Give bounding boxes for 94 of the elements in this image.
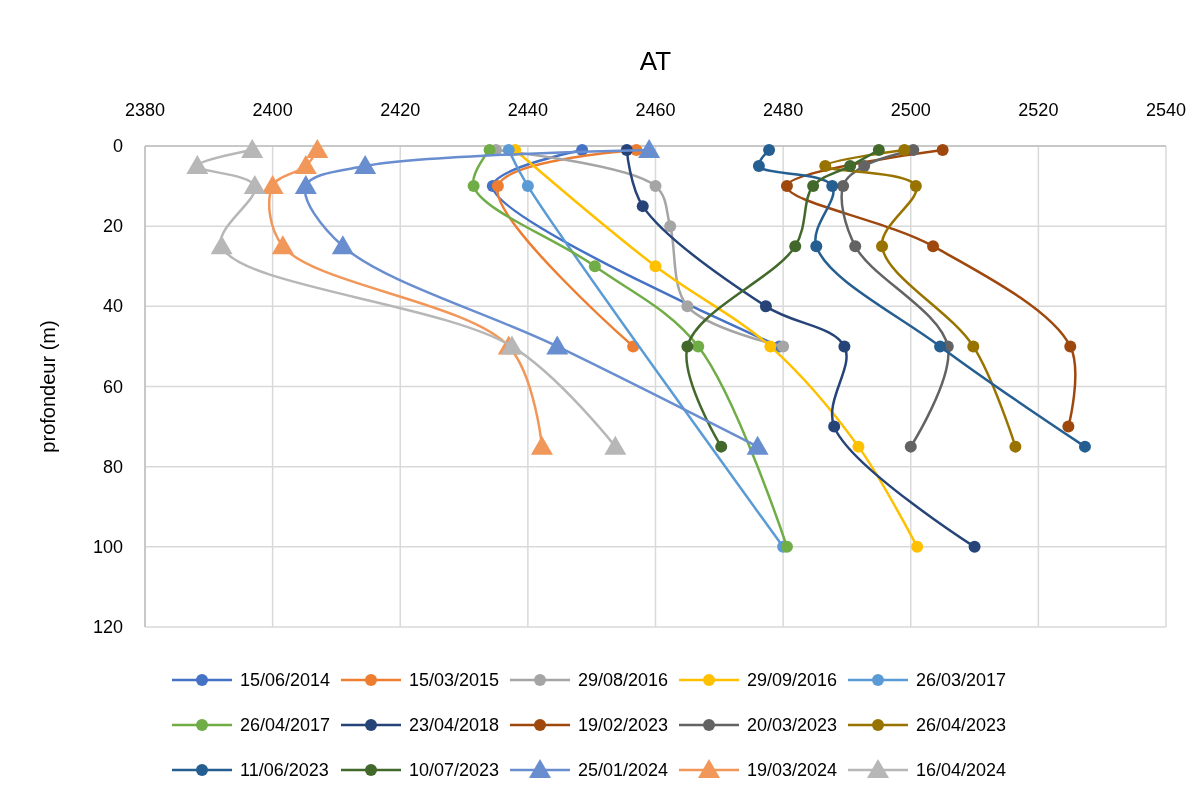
legend-label: 16/04/2024 bbox=[916, 760, 1007, 780]
point bbox=[649, 180, 662, 193]
y-tick-label: 100 bbox=[92, 536, 123, 557]
y-tick-label: 60 bbox=[102, 376, 123, 397]
point bbox=[858, 160, 871, 173]
legend-label: 11/06/2023 bbox=[240, 760, 329, 780]
x-tick-label: 2520 bbox=[1018, 100, 1059, 120]
x-tick-label: 2460 bbox=[635, 100, 676, 120]
point bbox=[759, 300, 772, 313]
point bbox=[604, 435, 627, 455]
legend-label: 15/03/2015 bbox=[409, 670, 500, 690]
legend-label: 19/02/2023 bbox=[578, 715, 669, 735]
point bbox=[849, 240, 862, 253]
legend-label: 15/06/2014 bbox=[240, 670, 331, 690]
point bbox=[746, 435, 769, 455]
x-tick-label: 2540 bbox=[1145, 100, 1187, 120]
point bbox=[904, 440, 917, 453]
point bbox=[649, 260, 662, 273]
y-tick-label: 80 bbox=[102, 456, 123, 477]
point bbox=[331, 235, 354, 255]
point bbox=[777, 340, 790, 353]
point bbox=[636, 200, 649, 213]
point bbox=[210, 235, 233, 255]
point bbox=[934, 340, 947, 353]
chart-title: AT bbox=[639, 46, 672, 76]
x-tick-label: 2400 bbox=[252, 100, 293, 120]
point bbox=[826, 180, 839, 193]
point bbox=[664, 220, 677, 233]
point bbox=[764, 340, 777, 353]
point bbox=[1078, 440, 1091, 453]
point bbox=[837, 180, 850, 193]
legend-label: 26/04/2017 bbox=[240, 715, 331, 735]
y-axis-title: profondeur (m) bbox=[37, 320, 59, 453]
point bbox=[1009, 440, 1022, 453]
legend-label: 10/07/2023 bbox=[409, 760, 500, 780]
point bbox=[852, 440, 865, 453]
y-tick-label: 20 bbox=[102, 216, 123, 237]
point bbox=[807, 180, 820, 193]
x-tick-label: 2380 bbox=[124, 100, 166, 120]
point bbox=[752, 160, 765, 173]
point bbox=[241, 139, 264, 159]
point bbox=[530, 435, 553, 455]
point bbox=[1064, 340, 1077, 353]
point bbox=[467, 180, 480, 193]
x-tick-label: 2440 bbox=[507, 100, 548, 120]
point bbox=[819, 160, 832, 173]
point bbox=[588, 260, 601, 273]
point bbox=[306, 139, 329, 159]
point bbox=[780, 180, 793, 193]
legend-label: 26/04/2023 bbox=[916, 715, 1007, 735]
point bbox=[872, 144, 885, 157]
legend-label: 19/03/2024 bbox=[747, 760, 838, 780]
y-tick-label: 120 bbox=[92, 617, 123, 637]
point bbox=[968, 540, 981, 553]
point bbox=[638, 139, 661, 159]
point bbox=[810, 240, 823, 253]
point bbox=[844, 160, 857, 173]
legend-label: 29/09/2016 bbox=[747, 670, 838, 690]
point bbox=[1062, 420, 1075, 433]
point bbox=[763, 144, 776, 157]
point bbox=[243, 175, 266, 195]
y-tick-label: 0 bbox=[112, 136, 123, 156]
point bbox=[936, 144, 949, 157]
point bbox=[838, 340, 851, 353]
point bbox=[294, 175, 317, 195]
point bbox=[715, 440, 728, 453]
x-tick-label: 2500 bbox=[890, 100, 931, 120]
point bbox=[909, 180, 922, 193]
point bbox=[546, 335, 569, 355]
point bbox=[927, 240, 940, 253]
point bbox=[294, 155, 317, 175]
point bbox=[789, 240, 802, 253]
point bbox=[354, 155, 377, 175]
legend-label: 29/08/2016 bbox=[578, 670, 669, 690]
y-tick-label: 40 bbox=[102, 296, 123, 317]
point bbox=[491, 180, 504, 193]
x-tick-label: 2420 bbox=[380, 100, 421, 120]
legend-label: 25/01/2024 bbox=[578, 760, 669, 780]
point bbox=[828, 420, 841, 433]
point bbox=[911, 540, 924, 553]
point bbox=[681, 340, 694, 353]
point bbox=[692, 340, 705, 353]
point bbox=[271, 235, 294, 255]
point bbox=[261, 175, 284, 195]
point bbox=[186, 155, 209, 175]
legend-label: 26/03/2017 bbox=[916, 670, 1007, 690]
x-tick-label: 2480 bbox=[763, 100, 804, 120]
point bbox=[898, 144, 911, 157]
legend-label: 20/03/2023 bbox=[747, 715, 838, 735]
point bbox=[521, 180, 534, 193]
point bbox=[967, 340, 980, 353]
point bbox=[681, 300, 694, 313]
point bbox=[876, 240, 889, 253]
legend-label: 23/04/2018 bbox=[409, 715, 500, 735]
